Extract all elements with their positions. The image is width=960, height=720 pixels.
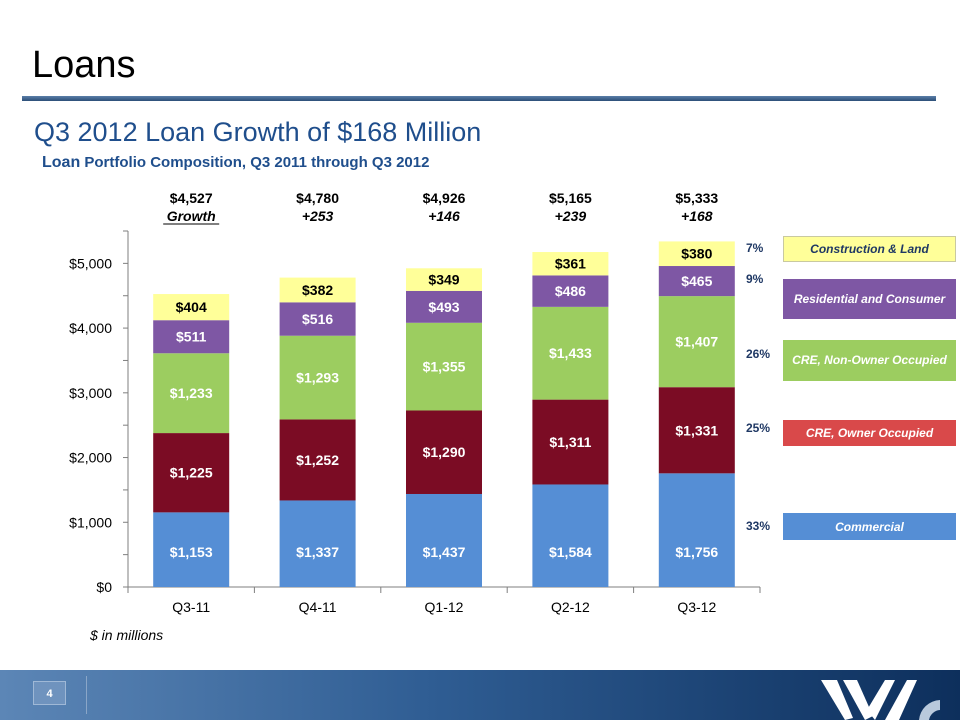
- legend-item-residential: Residential and Consumer: [783, 279, 956, 319]
- y-tick-label: $2,000: [69, 450, 112, 466]
- bar-segment: [153, 433, 230, 513]
- units-note: $ in millions: [90, 627, 164, 643]
- legend-pct-cre-owner: 25%: [746, 421, 771, 435]
- page-number: 4: [33, 681, 66, 705]
- data-label: $1,252: [296, 452, 339, 468]
- bar-segment: [406, 268, 482, 291]
- data-label: $1,433: [549, 345, 592, 361]
- data-label: $1,293: [296, 370, 339, 386]
- data-label: $382: [302, 282, 333, 298]
- footer-band: [0, 670, 960, 720]
- bar-segment: [153, 512, 230, 587]
- bar-segment: [406, 290, 482, 323]
- footer-divider: [86, 676, 87, 714]
- data-label: $1,355: [423, 359, 466, 375]
- growth-label: +146: [428, 208, 460, 224]
- subheadline-rest: Portfolio Composition, Q3 2011 through Q…: [80, 154, 430, 171]
- headline: Q3 2012 Loan Growth of $168 Million: [34, 117, 482, 147]
- x-tick-label: Q4-11: [299, 599, 337, 615]
- bar-segment: [153, 353, 230, 434]
- bar-segment: [153, 320, 230, 354]
- bar-segment: [406, 410, 482, 494]
- legend-item-commercial: Commercial: [783, 513, 956, 540]
- bar-segment: [406, 493, 482, 587]
- data-label: $1,225: [170, 465, 213, 481]
- page-title: Loans: [32, 44, 136, 86]
- x-tick-label: Q3-11: [172, 599, 210, 615]
- bar-segment: [532, 252, 609, 276]
- title-divider: [22, 96, 936, 101]
- bar-segment: [153, 294, 230, 321]
- data-label: $1,407: [675, 334, 718, 350]
- x-tick-label: Q3-12: [677, 599, 716, 615]
- y-tick-label: $3,000: [69, 385, 112, 401]
- legend-pct-cre-non-owner: 26%: [746, 347, 771, 361]
- y-tick-label: $0: [96, 579, 112, 595]
- data-label: $380: [681, 246, 712, 262]
- bar-segment: [532, 484, 609, 587]
- growth-label: +168: [681, 208, 713, 224]
- data-label: $1,756: [675, 544, 718, 560]
- data-label: $465: [681, 273, 712, 289]
- y-tick-label: $4,000: [69, 320, 112, 336]
- bar-segment: [279, 302, 356, 336]
- legend-item-cre-owner: CRE, Owner Occupied: [783, 420, 956, 446]
- data-label: $349: [428, 272, 459, 288]
- data-label: $486: [555, 283, 586, 299]
- company-logo: [821, 680, 940, 720]
- bar-segment: [658, 387, 735, 474]
- bar-segment: [406, 322, 482, 411]
- total-label: $5,165: [549, 190, 592, 206]
- bar-segment: [279, 277, 356, 303]
- data-label: $516: [302, 311, 333, 327]
- data-label: $1,337: [296, 544, 339, 560]
- data-label: $1,290: [423, 444, 466, 460]
- x-tick-label: Q2-12: [551, 599, 590, 615]
- data-label: $1,233: [170, 385, 213, 401]
- bar-segment: [532, 275, 609, 307]
- bar-segment: [279, 419, 356, 501]
- total-label: $4,926: [423, 190, 466, 206]
- bar-segment: [658, 296, 735, 388]
- y-tick-label: $5,000: [69, 255, 112, 271]
- legend-pct-commercial: 33%: [746, 519, 771, 533]
- data-label: $493: [428, 299, 459, 315]
- legend-item-construction: Construction & Land: [783, 236, 956, 262]
- legend-pct-construction: 7%: [746, 241, 764, 255]
- data-label: $1,437: [423, 544, 466, 560]
- bar-segment: [658, 241, 735, 267]
- bar-segment: [532, 306, 609, 400]
- bar-segment: [658, 473, 735, 587]
- data-label: $1,584: [549, 544, 592, 560]
- total-label: $4,780: [296, 190, 339, 206]
- subheadline-lead: Loan: [42, 154, 81, 171]
- bar-segment: [658, 266, 735, 297]
- subheadline: Loan Portfolio Composition, Q3 2011 thro…: [42, 154, 429, 172]
- bar-segment: [532, 399, 609, 485]
- legend-item-cre-non-owner: CRE, Non-Owner Occupied: [783, 340, 956, 381]
- y-tick-label: $1,000: [69, 514, 112, 530]
- data-label: $1,331: [675, 422, 718, 438]
- total-label: $4,527: [170, 190, 213, 206]
- loan-composition-chart: $0 $1,000 $2,000 $3,000 $4,000 $5,000 Q3-11 $1,…: [69, 190, 761, 615]
- growth-label: +239: [555, 208, 587, 224]
- total-label: $5,333: [675, 190, 718, 206]
- x-tick-label: Q1-12: [425, 599, 464, 615]
- data-label: $361: [555, 256, 586, 272]
- data-label: $404: [176, 299, 207, 315]
- data-label: $511: [176, 329, 207, 345]
- growth-label: +253: [302, 208, 334, 224]
- bar-segment: [279, 335, 356, 420]
- legend-pct-residential: 9%: [746, 272, 764, 286]
- growth-label: Growth: [167, 208, 216, 224]
- data-label: $1,311: [549, 434, 591, 450]
- data-label: $1,153: [170, 544, 213, 560]
- bar-segment: [279, 500, 356, 587]
